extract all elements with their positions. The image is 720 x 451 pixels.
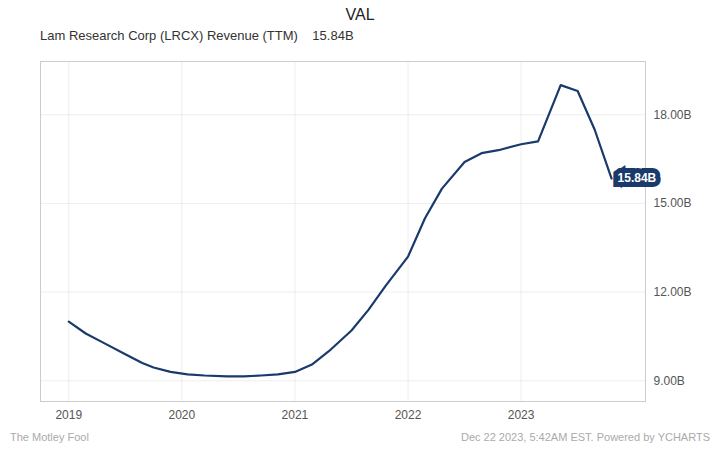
svg-text:2019: 2019 bbox=[55, 408, 82, 422]
svg-text:2023: 2023 bbox=[508, 408, 535, 422]
svg-text:18.00B: 18.00B bbox=[654, 108, 692, 122]
svg-text:9.00B: 9.00B bbox=[654, 374, 685, 388]
svg-text:2020: 2020 bbox=[169, 408, 196, 422]
svg-text:2021: 2021 bbox=[282, 408, 309, 422]
html-text:Dec 22 2023, 5:42AM EST. Power: Dec 22 2023, 5:42AM EST. Powered by YCHA… bbox=[460, 431, 710, 443]
svg-text:15.00B: 15.00B bbox=[654, 196, 692, 210]
html-text:The Motley Fool: The Motley Fool bbox=[10, 431, 89, 443]
html-text:Lam Research Corp (LRCX) Reven: Lam Research Corp (LRCX) Revenue (TTM) 1… bbox=[40, 28, 354, 43]
svg-text:2022: 2022 bbox=[395, 408, 422, 422]
svg-text:12.00B: 12.00B bbox=[654, 285, 692, 299]
html-text:VAL: VAL bbox=[345, 6, 375, 23]
svg-text:15.84B: 15.84B bbox=[618, 171, 657, 185]
